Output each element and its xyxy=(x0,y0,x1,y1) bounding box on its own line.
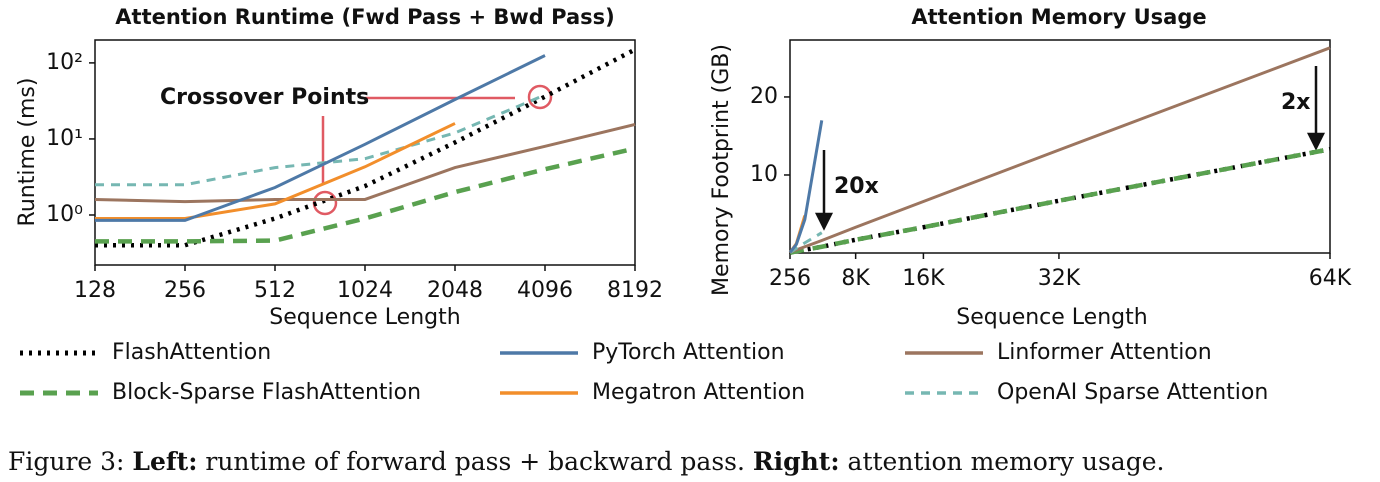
legend-label: FlashAttention xyxy=(112,340,271,365)
y-tick-label: 10⁰ xyxy=(46,202,83,227)
x-tick-label: 4096 xyxy=(517,278,573,303)
legend-label: Block-Sparse FlashAttention xyxy=(112,380,421,405)
y-axis-label: Runtime (ms) xyxy=(15,78,40,227)
annotation: 20x xyxy=(834,174,879,199)
series-line xyxy=(95,47,637,248)
series-line xyxy=(788,120,824,254)
y-axis-label: Memory Footprint (GB) xyxy=(709,44,734,296)
x-tick-label: 8192 xyxy=(607,278,663,303)
caption-part: Left: xyxy=(132,447,197,476)
caption-part: Figure 3: xyxy=(8,447,132,476)
legend-label: PyTorch Attention xyxy=(592,340,785,365)
caption: Figure 3: Left: runtime of forward pass … xyxy=(8,447,1164,476)
arrows xyxy=(814,66,1326,231)
x-tick-label: 32K xyxy=(1038,266,1081,291)
plot-frame xyxy=(94,39,636,266)
x-tick-label: 16K xyxy=(902,266,945,291)
legend-label: OpenAI Sparse Attention xyxy=(997,380,1268,405)
series-line xyxy=(95,146,636,244)
series-line xyxy=(789,147,1331,255)
series-line xyxy=(789,46,1331,254)
chart-title: Attention Runtime (Fwd Pass + Bwd Pass) xyxy=(115,5,614,29)
caption-part: Right: xyxy=(753,447,840,476)
x-tick-label: 2048 xyxy=(427,278,483,303)
x-tick-label: 128 xyxy=(74,278,116,303)
crossover-markers xyxy=(312,84,553,216)
x-tick-label: 256 xyxy=(164,278,206,303)
x-tick-label: 64K xyxy=(1309,266,1352,291)
x-axis-label: Sequence Length xyxy=(269,305,460,330)
y-tick-label: 10¹ xyxy=(46,126,83,151)
x-tick-label: 256 xyxy=(769,266,811,291)
caption-part: runtime of forward pass + backward pass. xyxy=(197,447,752,476)
series-line xyxy=(95,122,456,220)
x-axis-label: Sequence Length xyxy=(956,305,1147,330)
chart-title: Attention Memory Usage xyxy=(911,5,1206,29)
y-tick-label: 20 xyxy=(750,84,778,109)
plot-frame xyxy=(789,39,1331,254)
y-tick-label: 10 xyxy=(750,162,778,187)
annotation: Crossover Points xyxy=(160,85,369,110)
x-tick-label: 512 xyxy=(254,278,296,303)
y-tick-label: 10² xyxy=(46,50,83,75)
legend-label: Megatron Attention xyxy=(592,380,805,405)
annotation: 2x xyxy=(1281,90,1311,115)
series-line xyxy=(95,93,546,187)
caption-part: attention memory usage. xyxy=(840,447,1165,476)
x-tick-label: 8K xyxy=(841,266,870,291)
legend-label: Linformer Attention xyxy=(997,340,1212,365)
x-tick-label: 1024 xyxy=(337,278,393,303)
series-line xyxy=(95,54,546,222)
series-line xyxy=(94,123,636,204)
